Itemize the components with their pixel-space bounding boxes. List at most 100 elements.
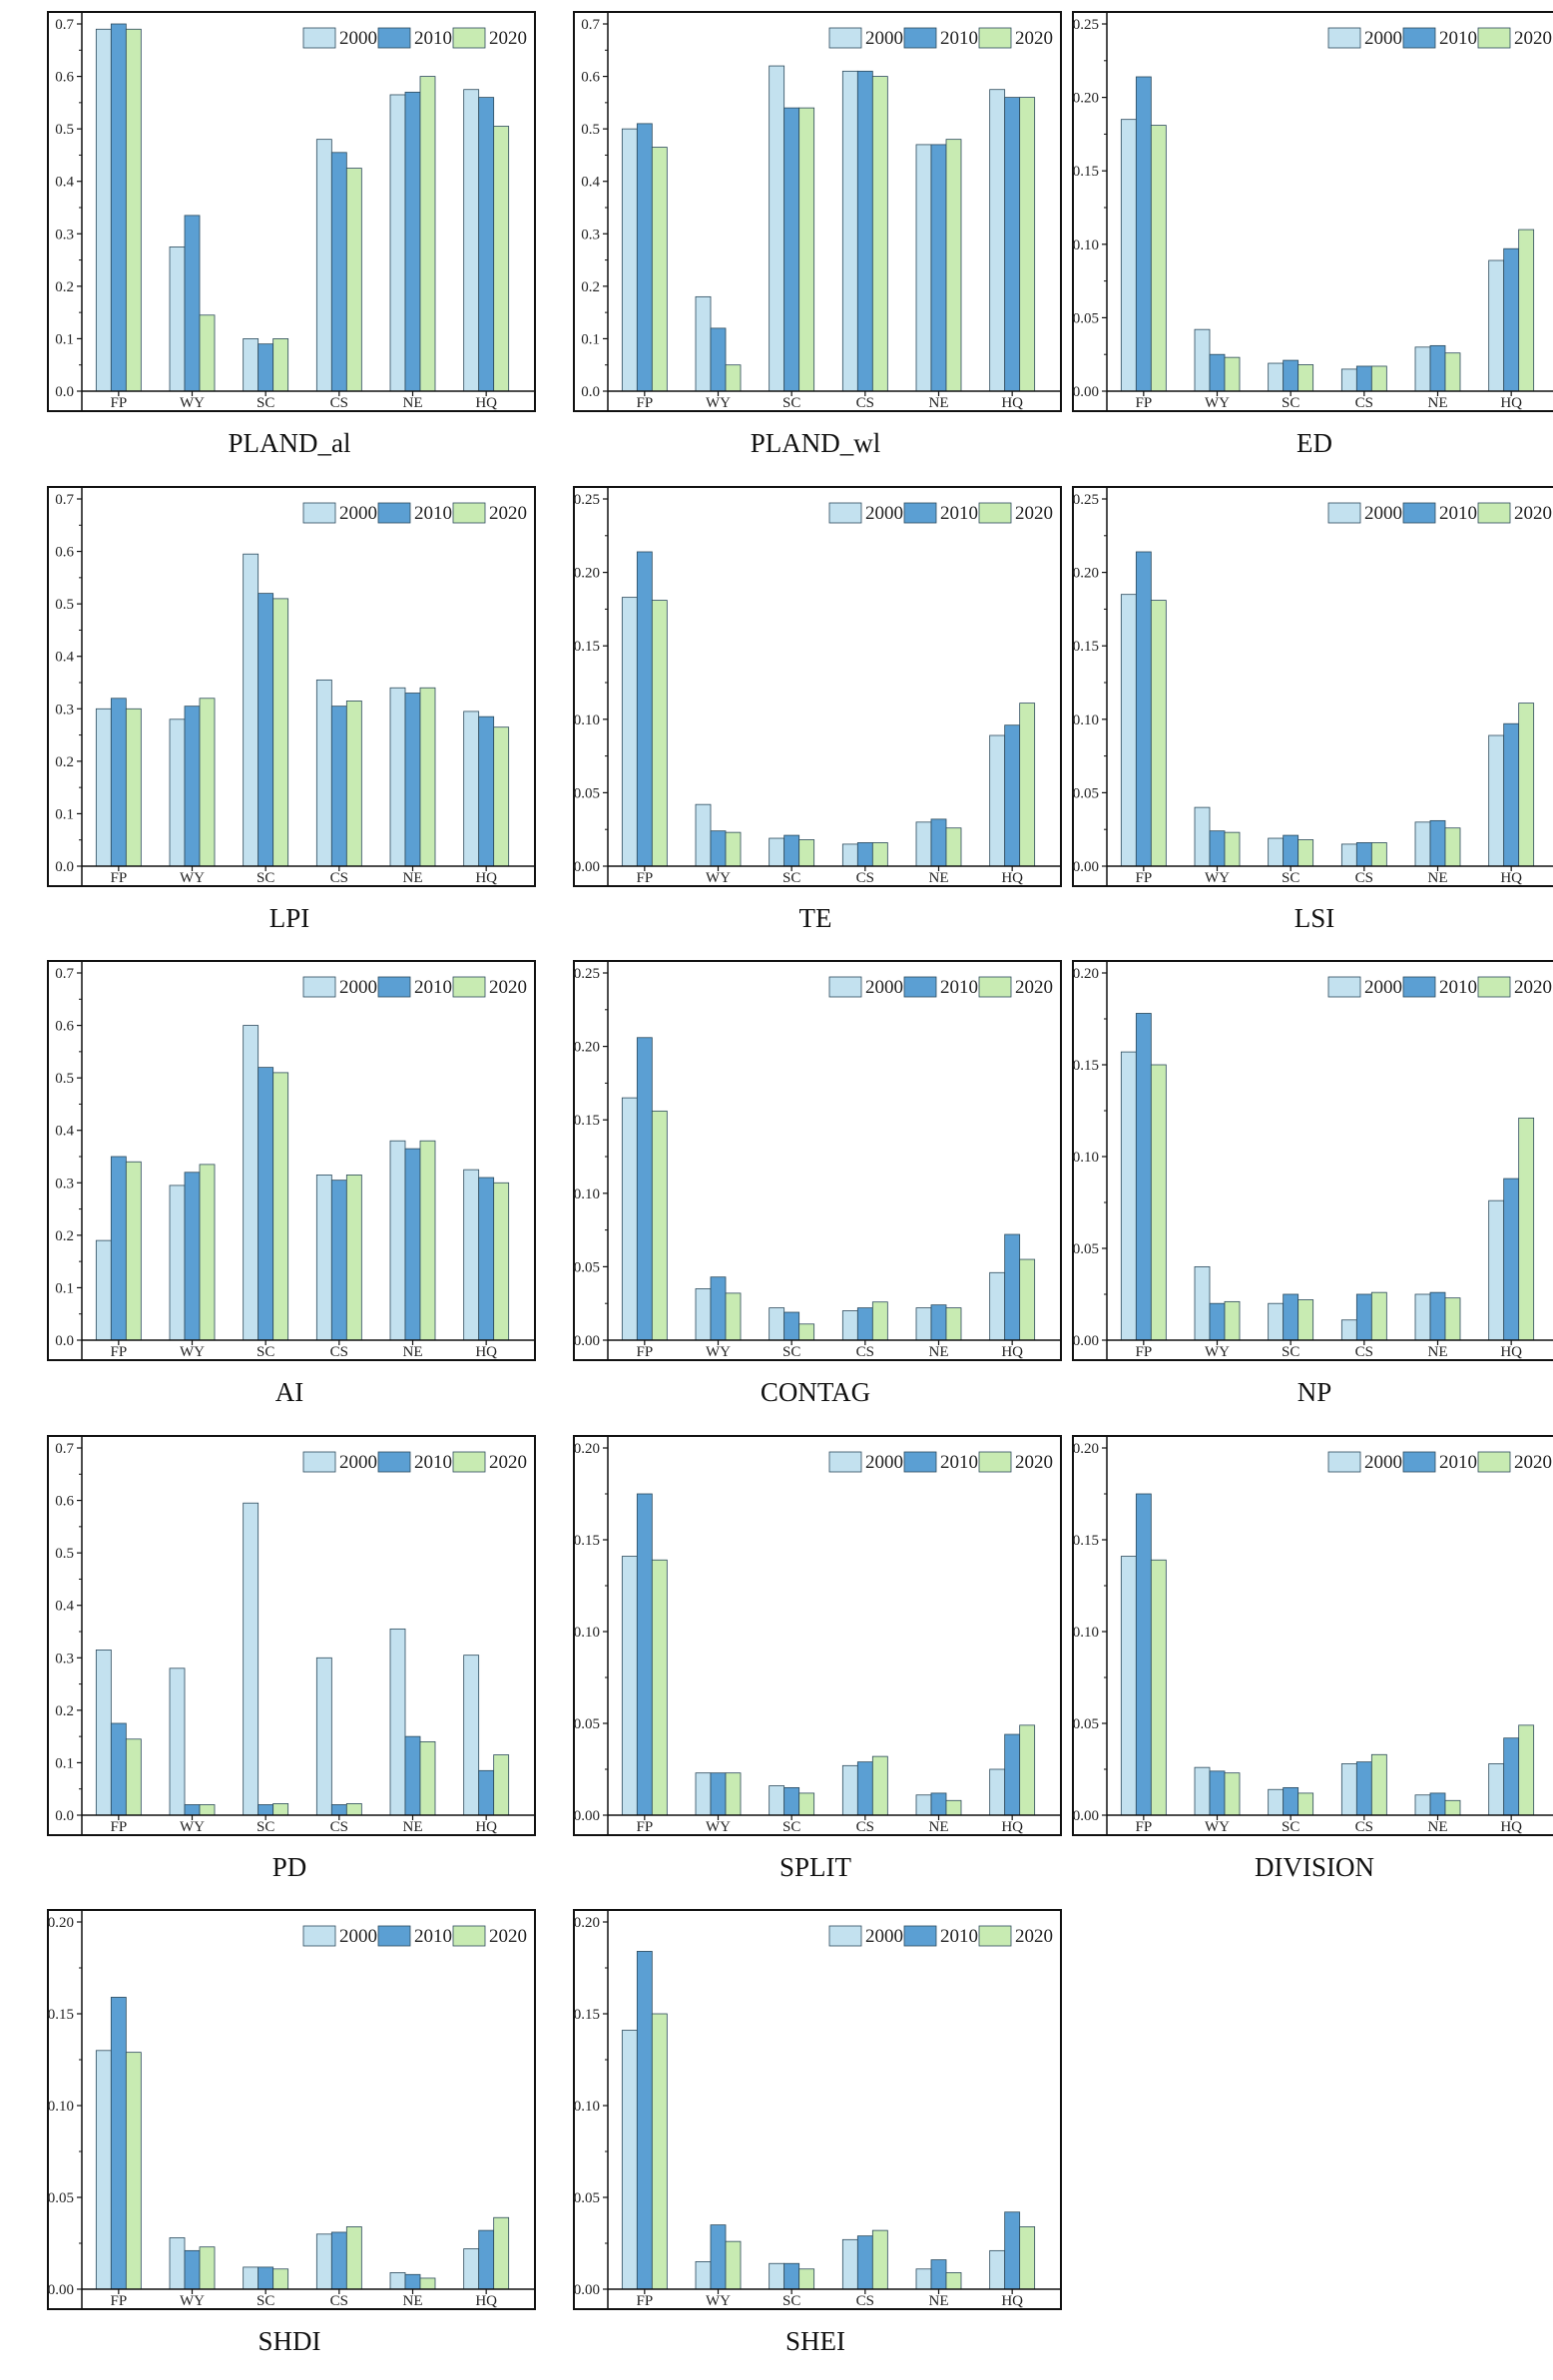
- panel-caption: PLAND_al: [228, 428, 351, 458]
- x-tick-label-wy: WY: [706, 1344, 731, 1360]
- x-tick-label-fp: FP: [110, 2293, 127, 2309]
- legend-item-2020: 2020: [1477, 27, 1552, 49]
- bar-sc-2010: [1283, 1786, 1299, 1816]
- bar-cs-2010: [330, 706, 347, 867]
- legend-swatch: [828, 976, 862, 998]
- y-tick-label: 0.00: [574, 859, 600, 875]
- x-tick-label-hq: HQ: [1500, 1344, 1522, 1360]
- chart-panel-pland-wl: 0.0 0.1 0.2 0.3 0.4 0.5 0.6 0.7 FP WY SC CS NE HQ 2000…: [558, 8, 1073, 482]
- chart-svg: 0.0 0.1 0.2 0.3 0.4 0.5 0.6 0.7 FP WY SC CS NE HQ 2000…: [47, 1435, 536, 1836]
- x-tick-label-fp: FP: [636, 1344, 653, 1360]
- legend-label: 2020: [1015, 503, 1053, 524]
- bar-cs-2010: [1355, 842, 1372, 867]
- chart-panel-np: 0.00 0.05 0.10 0.15 0.20 FP WY SC CS NE HQ 2000 2010…: [1057, 957, 1553, 1431]
- bar-fp-2000: [1120, 119, 1137, 392]
- panel-caption: SPLIT: [778, 1852, 851, 1882]
- x-tick-label-wy: WY: [1205, 395, 1230, 411]
- bar-sc-2020: [1297, 839, 1314, 867]
- bar-sc-2010: [258, 1804, 274, 1816]
- legend-label: 2010: [940, 503, 978, 524]
- plot-frame: [1072, 486, 1553, 887]
- bar-sc-2010: [783, 2262, 800, 2290]
- y-tick-label: 0.0: [581, 384, 600, 400]
- x-tick-label-cs: CS: [1355, 1344, 1373, 1360]
- legend-label: 2000: [865, 1926, 903, 1947]
- legend-label: 2020: [489, 1452, 527, 1473]
- x-tick-label-wy: WY: [706, 870, 731, 886]
- legend-item-2010: 2010: [377, 976, 452, 998]
- bar-fp-2010: [1135, 551, 1152, 867]
- bar-wy-2010: [184, 215, 201, 392]
- legend-label: 2010: [940, 1926, 978, 1947]
- bar-hq-2020: [1019, 703, 1036, 867]
- x-tick-label-fp: FP: [110, 1344, 127, 1360]
- bar-cs-2020: [345, 700, 362, 867]
- x-tick-label-fp: FP: [636, 870, 653, 886]
- y-tick-label: 0.15: [574, 1113, 600, 1129]
- bar-fp-2010: [636, 551, 653, 867]
- x-tick-label-hq: HQ: [475, 870, 497, 886]
- panel-caption: LSI: [1294, 903, 1335, 933]
- bar-sc-2020: [272, 1803, 289, 1816]
- bar-sc-2010: [783, 1786, 800, 1816]
- bar-fp-2020: [651, 2013, 668, 2290]
- chart-svg: 0.00 0.05 0.10 0.15 0.20 0.25 FP WY SC CS NE HQ 2000…: [573, 960, 1062, 1361]
- bar-ne-2020: [419, 1740, 436, 1816]
- bar-wy-2000: [695, 295, 712, 392]
- bar-sc-2020: [798, 1323, 815, 1341]
- bar-cs-2020: [345, 2226, 362, 2290]
- bar-ne-2000: [1414, 821, 1431, 867]
- chart-svg: 0.00 0.05 0.10 0.15 0.20 FP WY SC CS NE HQ 2000 2010…: [573, 1909, 1062, 2310]
- legend-swatch: [452, 1925, 486, 1947]
- x-tick-label-ne: NE: [929, 870, 949, 886]
- x-tick-label-cs: CS: [330, 870, 348, 886]
- bar-fp-2020: [1150, 1559, 1167, 1816]
- bar-fp-2020: [651, 1559, 668, 1816]
- legend-item-2020: 2020: [452, 502, 527, 524]
- bar-cs-2000: [1340, 843, 1357, 867]
- bar-ne-2020: [419, 2277, 436, 2290]
- legend-label: 2020: [489, 977, 527, 998]
- legend-item-2000: 2000: [302, 1925, 377, 1947]
- legend-swatch: [828, 27, 862, 49]
- bar-fp-2020: [125, 1161, 142, 1341]
- bar-ne-2020: [419, 1140, 436, 1341]
- legend-item-2000: 2000: [1327, 1451, 1402, 1473]
- x-tick-label-ne: NE: [929, 395, 949, 411]
- bar-cs-2010: [1355, 1293, 1372, 1341]
- y-tick-label: 0.7: [55, 17, 74, 33]
- legend-item-2000: 2000: [828, 1925, 903, 1947]
- y-tick-label: 0.1: [55, 806, 74, 822]
- legend-label: 2000: [1364, 977, 1402, 998]
- bar-fp-2010: [636, 1493, 653, 1816]
- bar-wy-2020: [725, 2240, 742, 2290]
- y-tick-label: 0.0: [55, 859, 74, 875]
- plot-frame: [573, 1435, 1062, 1836]
- bar-cs-2010: [1355, 365, 1372, 392]
- y-tick-label: 0.25: [574, 966, 600, 982]
- legend-label: 2000: [339, 977, 377, 998]
- bar-cs-2020: [871, 1755, 888, 1816]
- bar-wy-2020: [199, 314, 216, 392]
- y-tick-label: 0.6: [55, 70, 74, 86]
- chart-svg: 0.00 0.05 0.10 0.15 0.20 FP WY SC CS NE HQ 2000 2010…: [1072, 960, 1553, 1361]
- bar-ne-2000: [1414, 346, 1431, 392]
- bar-ne-2010: [930, 818, 947, 867]
- bar-hq-2020: [1019, 97, 1036, 392]
- bar-wy-2020: [725, 364, 742, 392]
- x-tick-label-wy: WY: [180, 1344, 205, 1360]
- bar-fp-2000: [1120, 594, 1137, 867]
- bar-hq-2020: [493, 126, 510, 392]
- legend-item-2000: 2000: [302, 976, 377, 998]
- bar-sc-2000: [1268, 1302, 1285, 1341]
- bar-ne-2020: [1444, 1297, 1461, 1341]
- legend-item-2000: 2000: [828, 27, 903, 49]
- x-tick-label-wy: WY: [706, 2293, 731, 2309]
- bar-ne-2020: [1444, 352, 1461, 392]
- bar-fp-2010: [636, 1951, 653, 2290]
- legend-swatch: [302, 1451, 336, 1473]
- y-tick-label: 0.7: [55, 492, 74, 508]
- bar-ne-2010: [1429, 819, 1446, 867]
- chart-svg: 0.0 0.1 0.2 0.3 0.4 0.5 0.6 0.7 FP WY SC CS NE HQ 2000…: [573, 11, 1062, 412]
- plot-frame: [1072, 1435, 1553, 1836]
